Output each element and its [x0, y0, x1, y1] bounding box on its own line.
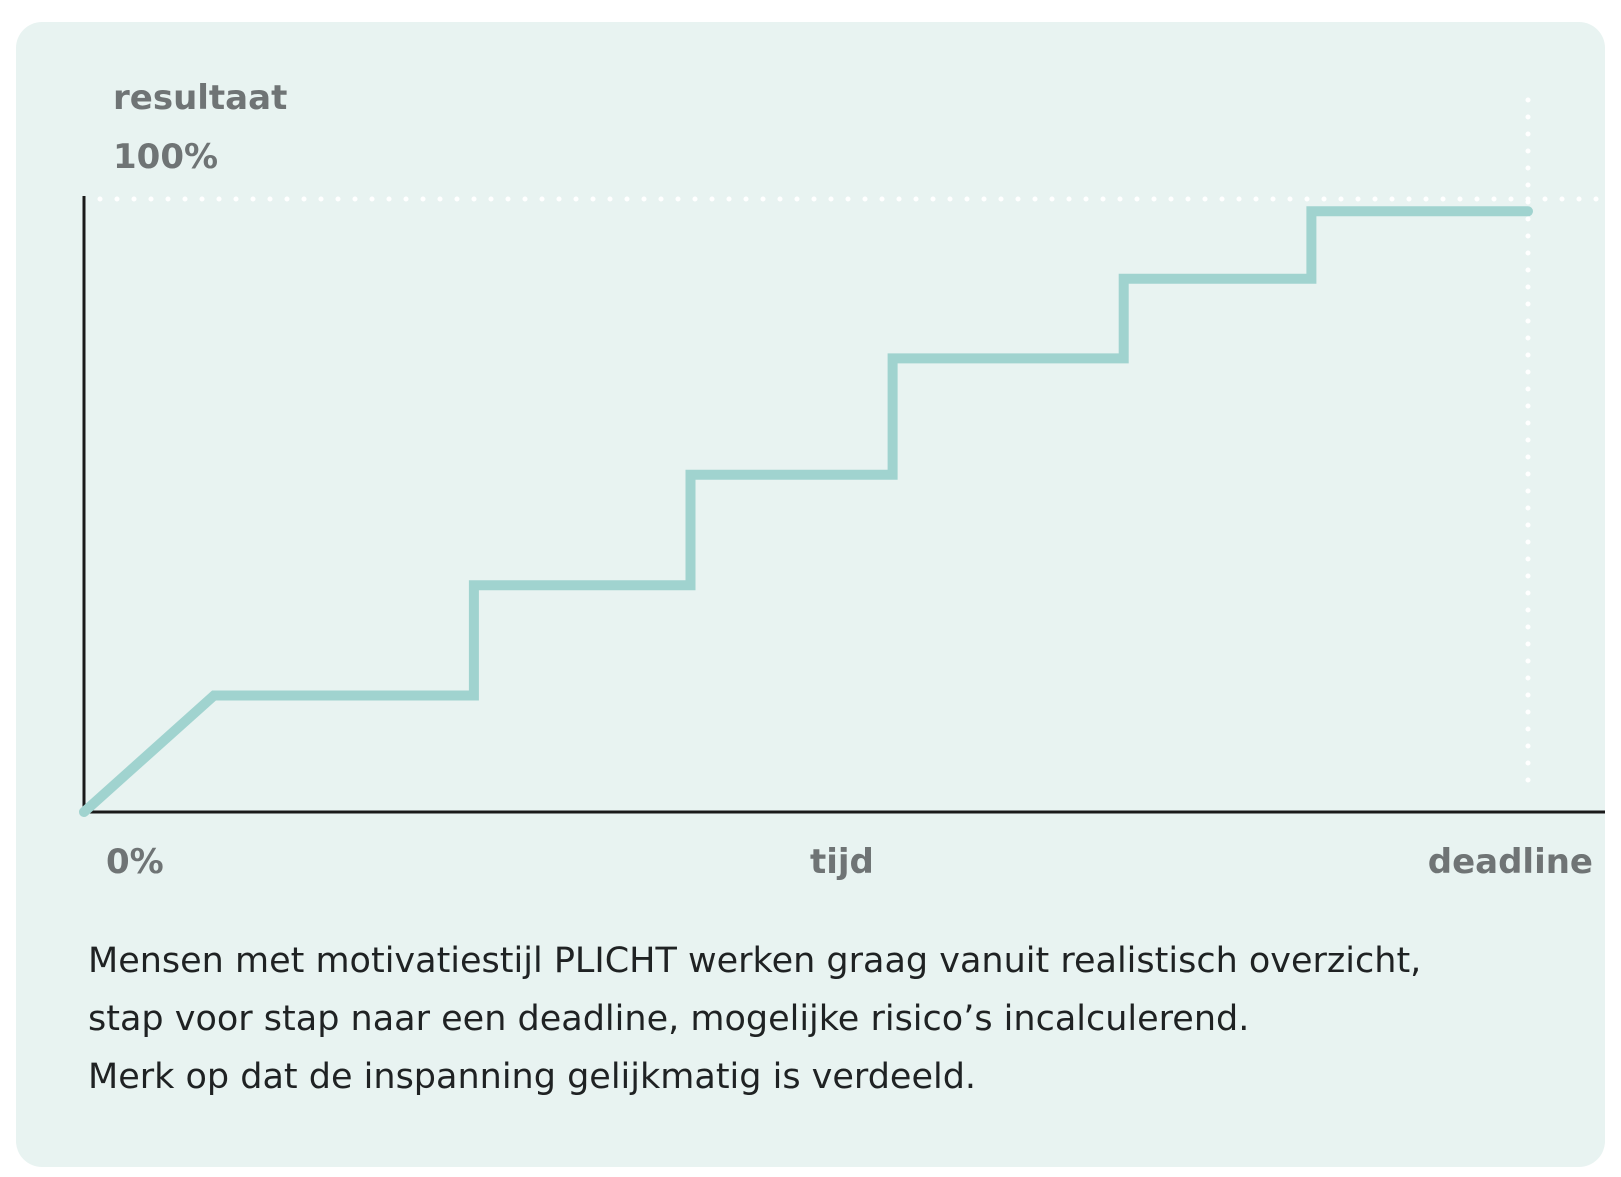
y-top-tick-label: 100%	[113, 137, 219, 177]
y-axis-label: resultaat	[113, 78, 288, 118]
x-end-tick-label: deadline	[1427, 842, 1593, 882]
chart-caption: Mensen met motivatiestijl PLICHT werken …	[88, 932, 1568, 1106]
caption-line-1: Mensen met motivatiestijl PLICHT werken …	[88, 941, 1422, 981]
caption-line-2: stap voor stap naar een deadline, mogeli…	[88, 999, 1250, 1039]
caption-line-3: Merk op dat de inspanning gelijkmatig is…	[88, 1057, 977, 1097]
series-line-1	[79, 206, 1533, 817]
origin-tick-label: 0%	[106, 842, 164, 882]
x-axis-label: tijd	[810, 842, 874, 882]
